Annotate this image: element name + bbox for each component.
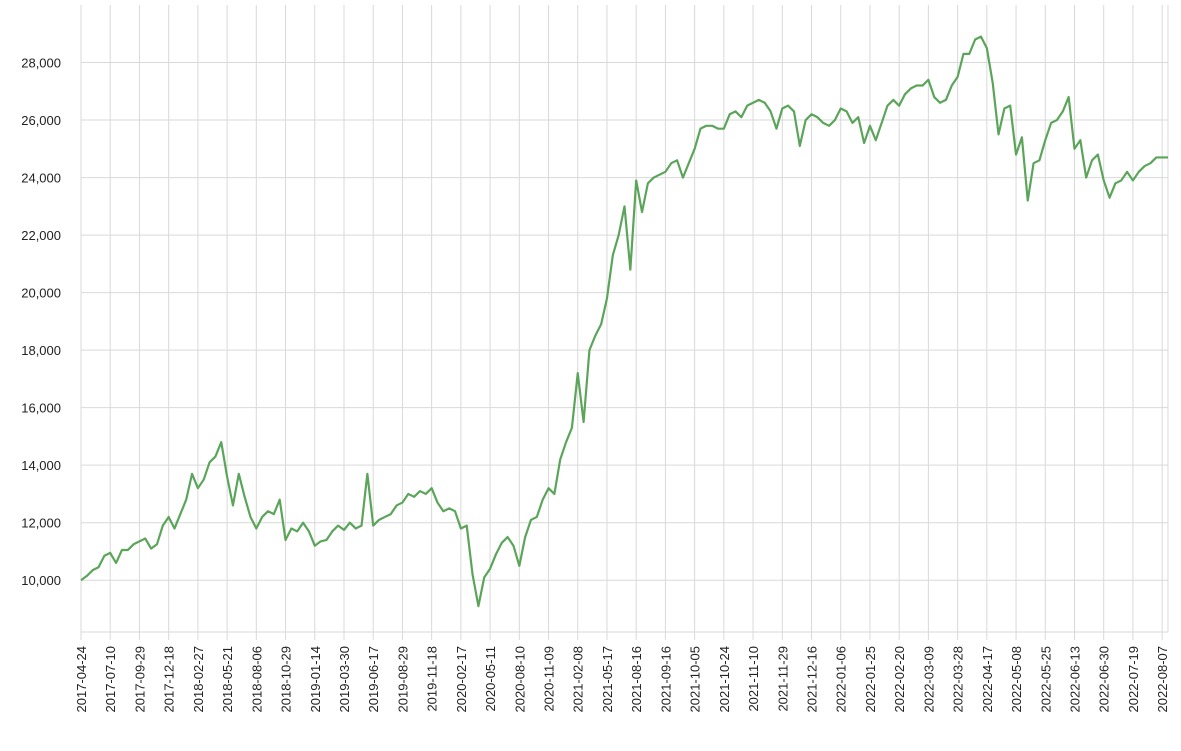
x-tick-label: 2017-12-18 — [162, 646, 177, 713]
x-tick-label: 2022-06-30 — [1097, 646, 1112, 713]
y-tick-label: 18,000 — [21, 343, 61, 358]
x-tick-label: 2018-10-29 — [279, 646, 294, 713]
x-tick-label: 2019-11-18 — [425, 646, 440, 712]
x-tick-label: 2021-10-05 — [688, 646, 703, 713]
x-tick-label: 2020-02-17 — [454, 646, 469, 713]
x-tick-label: 2022-08-07 — [1155, 646, 1170, 713]
y-tick-label: 20,000 — [21, 286, 61, 301]
x-tick-label: 2022-05-08 — [1009, 646, 1024, 713]
x-tick-label: 2022-06-13 — [1067, 646, 1082, 713]
x-tick-label: 2022-03-09 — [921, 646, 936, 713]
x-tick-label: 2019-03-30 — [337, 646, 352, 713]
x-tick-label: 2017-07-10 — [103, 646, 118, 713]
x-tick-label: 2022-03-28 — [951, 646, 966, 713]
y-tick-label: 26,000 — [21, 113, 61, 128]
x-tick-label: 2019-06-17 — [366, 646, 381, 713]
x-tick-label: 2021-10-24 — [717, 646, 732, 713]
x-tick-label: 2019-01-14 — [308, 646, 323, 713]
y-tick-label: 14,000 — [21, 458, 61, 473]
data-line — [80, 35, 1168, 608]
x-tick-label: 2021-02-08 — [571, 646, 586, 713]
x-tick-label: 2018-08-06 — [249, 646, 264, 713]
x-tick-label: 2020-08-10 — [512, 646, 527, 713]
y-tick-label: 12,000 — [21, 516, 61, 531]
x-tick-label: 2022-07-19 — [1126, 646, 1141, 713]
y-tick-label: 16,000 — [21, 401, 61, 416]
x-tick-label: 2022-02-20 — [892, 646, 907, 713]
y-tick-label: 24,000 — [21, 171, 61, 186]
x-tick-label: 2018-05-21 — [220, 646, 235, 713]
x-tick-label: 2021-09-16 — [658, 646, 673, 713]
x-tick-label: 2020-11-09 — [542, 646, 557, 712]
y-tick-label: 28,000 — [21, 56, 61, 71]
x-tick-label: 2022-01-06 — [834, 646, 849, 713]
x-tick-label: 2017-09-29 — [132, 646, 147, 713]
x-tick-label: 2021-05-17 — [600, 646, 615, 713]
x-tick-label: 2021-11-10 — [746, 646, 761, 712]
y-tick-label: 10,000 — [21, 573, 61, 588]
x-tick-label: 2018-02-27 — [191, 646, 206, 713]
x-tick-label: 2022-01-25 — [863, 646, 878, 713]
y-tick-label: 22,000 — [21, 228, 61, 243]
x-tick-label: 2021-12-16 — [805, 646, 820, 713]
x-tick-label: 2021-08-16 — [629, 646, 644, 713]
x-tick-label: 2022-04-17 — [980, 646, 995, 713]
x-tick-label: 2022-05-25 — [1038, 646, 1053, 713]
x-tick-label: 2019-08-29 — [395, 646, 410, 713]
x-tick-label: 2017-04-24 — [74, 646, 89, 713]
x-tick-label: 2020-05-11 — [483, 646, 498, 712]
x-tick-label: 2021-11-29 — [775, 646, 790, 712]
